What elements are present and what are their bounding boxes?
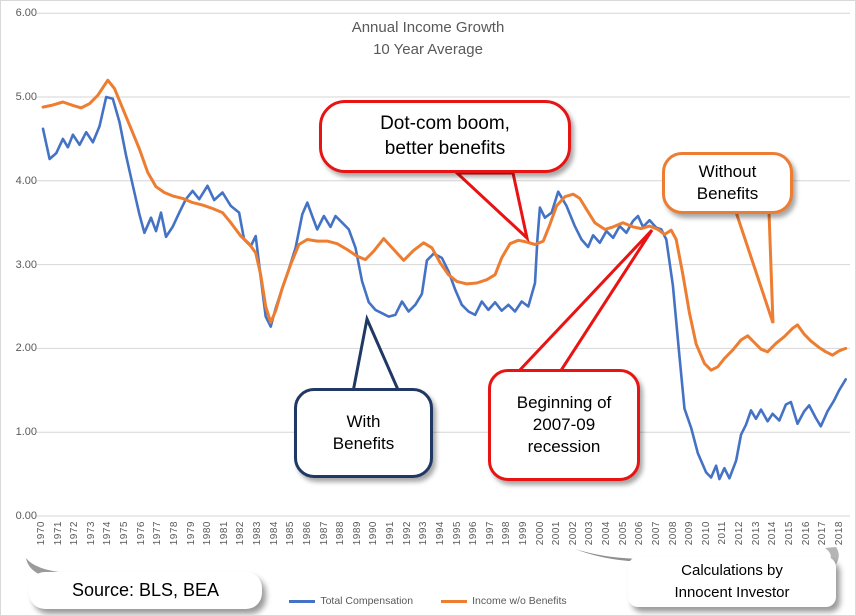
y-axis-label: 1.00	[15, 426, 37, 439]
y-axis-label: 4.00	[15, 174, 37, 187]
legend-label-income-wo-benefits: Income w/o Benefits	[472, 595, 567, 607]
y-axis-label: 5.00	[15, 91, 37, 103]
calculations-line1: Calculations by	[681, 562, 783, 580]
x-axis-label: 2013	[750, 521, 762, 546]
y-axis-label: 0.00	[15, 510, 37, 522]
callout-tail-with-benefits	[351, 313, 402, 394]
callout-without-line2: Benefits	[696, 184, 759, 203]
x-axis-label: 2011	[717, 521, 729, 545]
chart-title-line1: Annual Income Growth	[351, 19, 505, 36]
x-axis-label: 2009	[684, 521, 696, 546]
x-axis-label: 2014	[767, 521, 779, 546]
x-axis-label: 2016	[800, 521, 812, 546]
x-axis-label: 1975	[119, 521, 131, 546]
x-axis-label: 1991	[385, 521, 397, 546]
x-axis-label: 1984	[268, 521, 280, 546]
callout-recession-line1: Beginning of	[516, 392, 612, 412]
x-axis-label: 1986	[301, 521, 313, 546]
x-axis-label: 2018	[833, 521, 845, 546]
x-axis-label: 1989	[351, 521, 363, 546]
y-axis-label: 2.00	[15, 342, 37, 355]
callout-dotcom-line2: better benefits	[384, 137, 506, 159]
source-text: Source: BLS, BEA	[71, 580, 220, 600]
x-axis-label: 2004	[601, 521, 613, 546]
callout-tail-recession	[514, 228, 654, 374]
callout-without-benefits: Without Benefits	[662, 152, 793, 214]
x-axis-label: 2010	[700, 521, 712, 546]
x-axis-label: 1972	[69, 521, 81, 546]
x-axis-label: 1995	[451, 521, 463, 546]
x-axis-label: 2007	[650, 521, 662, 546]
x-axis-label: 2005	[617, 521, 629, 546]
x-axis-label: 2008	[667, 521, 679, 546]
x-axis-label: 1981	[218, 521, 230, 546]
x-axis-label: 1976	[135, 521, 147, 546]
callout-recession: Beginning of 2007-09 recession	[488, 369, 640, 481]
x-axis-label: 1980	[202, 521, 214, 546]
x-axis-label: 2015	[783, 521, 795, 546]
series-line-total-compensation[interactable]	[41, 95, 848, 481]
x-axis-label: 1970	[36, 521, 47, 546]
legend-swatch-total-compensation	[289, 599, 316, 603]
x-axis-label: 2000	[534, 521, 546, 546]
source-box: Source: BLS, BEA	[29, 572, 262, 609]
legend-item-total-compensation[interactable]: Total Compensation	[289, 595, 413, 607]
legend-swatch-income-wo-benefits	[441, 599, 468, 603]
x-axis-label: 1971	[52, 521, 64, 546]
x-axis-label: 2017	[817, 521, 829, 546]
y-axis-label: 3.00	[15, 258, 37, 271]
callout-with-benefits: With Benefits	[294, 388, 433, 478]
gridlines	[37, 12, 850, 517]
x-axis-label: 2001	[551, 521, 563, 546]
calculations-line2: Innocent Investor	[674, 584, 790, 601]
x-axis-label: 1990	[368, 521, 380, 546]
x-axis-label: 1988	[335, 521, 347, 546]
callout-with-line2: Benefits	[332, 434, 395, 453]
x-axis-label: 1973	[85, 521, 97, 546]
series-line-income-wo-benefits[interactable]	[41, 78, 848, 372]
legend: Total Compensation Income w/o Benefits	[1, 595, 855, 607]
x-axis-label: 2012	[734, 521, 746, 546]
x-axis-label: 1974	[102, 521, 114, 546]
callout-with-line1: With	[346, 411, 381, 431]
callout-recession-line3: recession	[527, 437, 601, 457]
source-box-tail-shadow	[26, 558, 67, 576]
callout-dotcom-line1: Dot-com boom,	[380, 112, 510, 134]
x-axis-label: 1982	[235, 521, 247, 546]
x-axis-label: 1993	[418, 521, 430, 546]
x-axis-label: 2006	[634, 521, 646, 546]
x-axis-label: 1999	[517, 521, 529, 546]
x-axis-label: 1987	[318, 521, 330, 546]
callout-without-line1: Without	[698, 161, 757, 181]
x-axis-label: 1992	[401, 521, 413, 546]
x-axis-label: 1983	[252, 521, 264, 546]
chart-title: Annual Income Growth 10 Year Average	[1, 17, 855, 61]
callout-tail-without-benefits	[733, 210, 775, 324]
x-axis-label: 1997	[484, 521, 496, 546]
calculations-box-corner-shadow	[825, 547, 839, 566]
legend-label-total-compensation: Total Compensation	[320, 595, 414, 607]
x-axis-label: 2003	[584, 521, 596, 546]
callout-recession-line2: 2007-09	[532, 414, 596, 434]
x-axis-label: 1996	[468, 521, 480, 546]
chart-title-line2: 10 Year Average	[373, 40, 483, 58]
calculations-box: Calculations by Innocent Investor	[628, 557, 836, 607]
x-axis-label: 1978	[168, 521, 180, 546]
x-axis-label: 1979	[185, 521, 197, 546]
x-axis-label: 2002	[567, 521, 579, 546]
x-axis-label: 1998	[501, 521, 513, 546]
y-axis-label: 6.00	[15, 7, 37, 20]
x-axis-label: 1994	[434, 521, 446, 546]
x-axis-label: 1977	[152, 521, 164, 546]
x-axis-label: 1985	[285, 521, 297, 546]
legend-item-income-wo-benefits[interactable]: Income w/o Benefits	[441, 595, 567, 607]
callout-tail-dotcom	[453, 171, 530, 243]
callout-dotcom-boom: Dot-com boom, better benefits	[319, 100, 571, 173]
